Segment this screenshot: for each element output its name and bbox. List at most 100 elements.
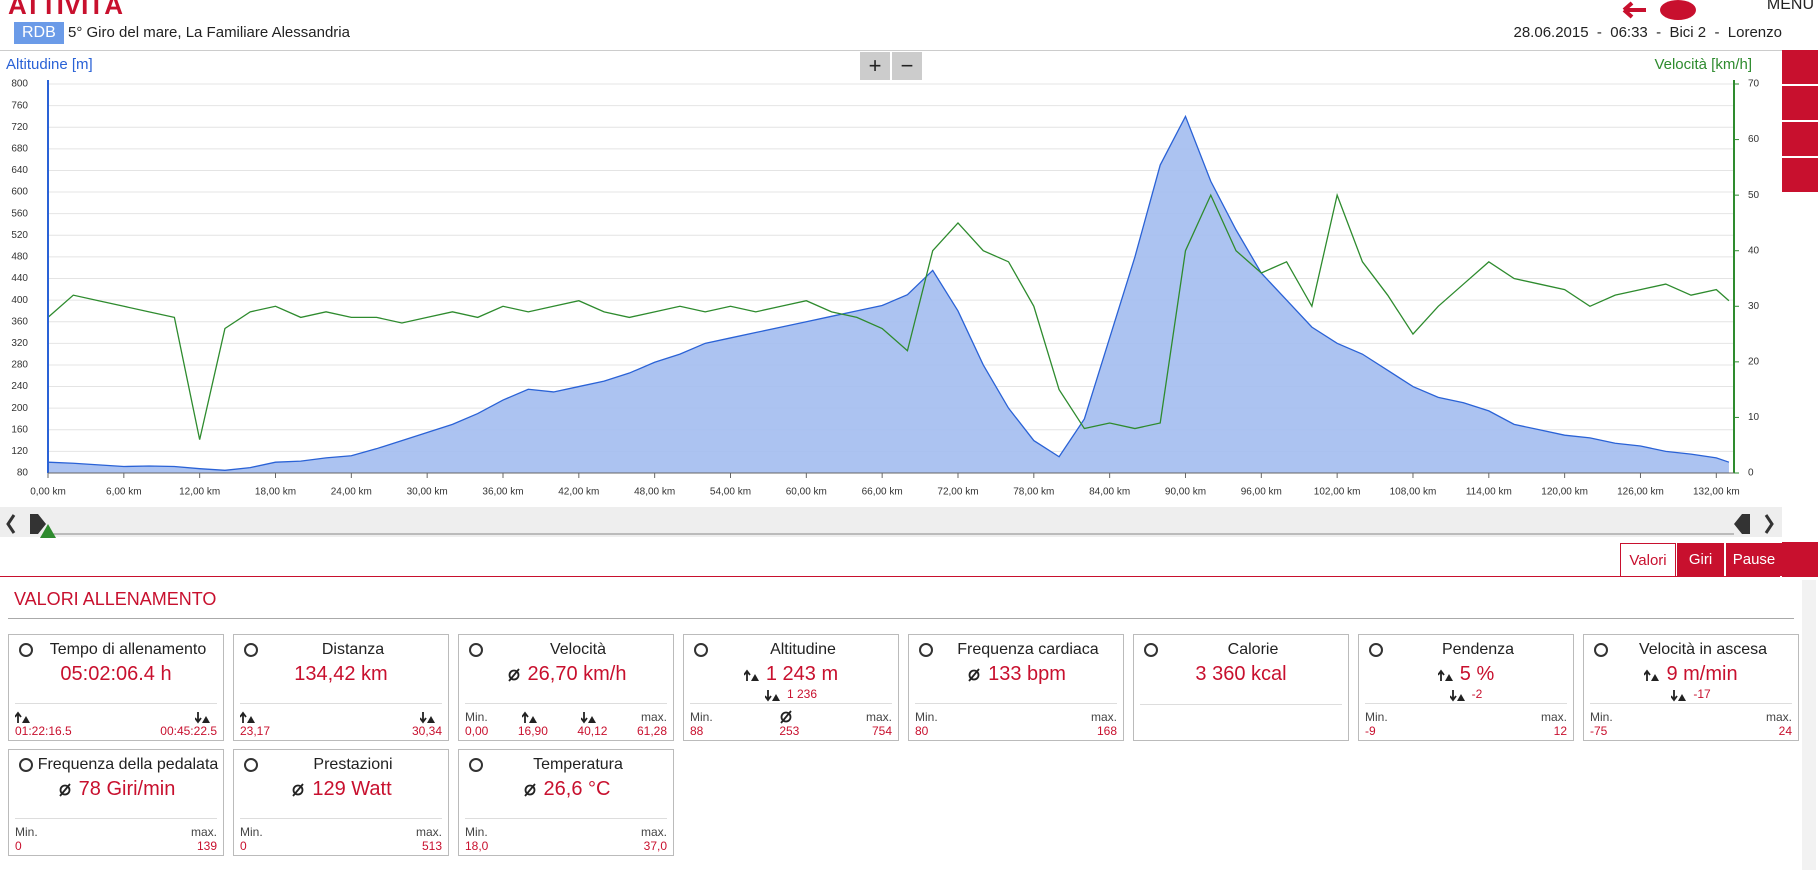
card-footer: Min. -75 max. 24 bbox=[1590, 703, 1792, 738]
x-tick-label: 84,00 km bbox=[1089, 487, 1130, 498]
x-tick-label: 60,00 km bbox=[786, 487, 827, 498]
y-tick-label: 200 bbox=[11, 403, 28, 414]
tab-menu[interactable] bbox=[1782, 542, 1818, 577]
footer-label: Min. bbox=[690, 710, 713, 724]
y-tick-label: 440 bbox=[11, 273, 28, 284]
card-main: 3 360 kcal bbox=[1134, 663, 1348, 686]
y2-tick-label: 20 bbox=[1748, 356, 1760, 367]
avg-icon bbox=[292, 783, 305, 797]
card-icon bbox=[1369, 643, 1383, 657]
y-tick-label: 120 bbox=[11, 446, 28, 457]
card-icon bbox=[469, 758, 483, 772]
y2-tick-label: 10 bbox=[1748, 412, 1760, 423]
left-series-label[interactable]: Altitudine [m] bbox=[6, 56, 93, 73]
card-title: Tempo di allenamento bbox=[49, 641, 207, 658]
card-secondary-value: -17 bbox=[1693, 687, 1711, 701]
card-main-value: 26,6 °C bbox=[543, 778, 611, 800]
footer-item: Min. -9 bbox=[1365, 708, 1388, 738]
footer-item: max. 37,0 bbox=[641, 823, 667, 853]
divider bbox=[0, 576, 1780, 577]
y2-tick-label: 0 bbox=[1748, 468, 1754, 479]
footer-value: 139 bbox=[196, 839, 217, 853]
footer-item: 253 bbox=[778, 708, 800, 738]
sport-badge: RDB bbox=[14, 22, 64, 44]
right-series-label[interactable]: Velocità [km/h] bbox=[1654, 56, 1752, 73]
footer-item: max. 12 bbox=[1541, 708, 1567, 738]
footer-item: 01:22:16.5 bbox=[15, 708, 72, 738]
up-icon bbox=[743, 669, 759, 681]
zoom-out[interactable]: − bbox=[892, 52, 922, 80]
y-tick-label: 320 bbox=[11, 338, 28, 349]
x-tick-label: 120,00 km bbox=[1541, 487, 1588, 498]
x-tick-label: 12,00 km bbox=[179, 487, 220, 498]
footer-label: max. bbox=[190, 825, 217, 839]
y2-tick-label: 40 bbox=[1748, 245, 1760, 256]
x-tick-label: 48,00 km bbox=[634, 487, 675, 498]
stat-card: Pendenza 5 % -2 Min. -9 max. 12 bbox=[1358, 634, 1574, 741]
page-title: ATTIVITÀ bbox=[8, 0, 124, 20]
up-icon bbox=[1437, 669, 1453, 681]
footer-value: 24 bbox=[1778, 724, 1792, 738]
x-tick-label: 24,00 km bbox=[331, 487, 372, 498]
stat-card: Tempo di allenamento 05:02:06.4 h 01:22:16… bbox=[8, 634, 224, 741]
up-icon bbox=[15, 711, 30, 723]
y-tick-label: 640 bbox=[11, 165, 28, 176]
footer-value: 16,90 bbox=[517, 724, 548, 738]
footer-item: Min. 0 bbox=[240, 823, 263, 853]
footer-item: 30,34 bbox=[412, 708, 442, 738]
footer-value: 37,0 bbox=[643, 839, 667, 853]
stat-card: Velocità in ascesa 9 m/min -17 Min. -75 max. 2… bbox=[1583, 634, 1799, 741]
card-footer: Min. 0 max. 513 bbox=[240, 818, 442, 853]
sidebar-chart[interactable] bbox=[1782, 86, 1818, 120]
card-footer: Min. 0 max. 139 bbox=[15, 818, 217, 853]
sidebar-list[interactable] bbox=[1782, 50, 1818, 84]
up-icon bbox=[1643, 669, 1660, 681]
footer-label: Min. bbox=[1590, 710, 1613, 724]
x-tick-label: 102,00 km bbox=[1314, 487, 1361, 498]
stat-card: Frequenza della pedalata 78 Giri/min Min. 0… bbox=[8, 749, 224, 856]
y-tick-label: 360 bbox=[11, 316, 28, 327]
sidebar-bars[interactable] bbox=[1782, 158, 1818, 192]
y-tick-label: 520 bbox=[11, 230, 28, 241]
scrollbar[interactable] bbox=[1802, 580, 1816, 870]
footer-label: max. bbox=[640, 825, 667, 839]
card-footer: Min. 80 max. 168 bbox=[915, 703, 1117, 738]
footer-item: max. 754 bbox=[866, 708, 892, 738]
header-icons[interactable] bbox=[1618, 0, 1698, 22]
card-main: 78 Giri/min bbox=[9, 778, 223, 801]
footer-item: max. 513 bbox=[416, 823, 442, 853]
zoom-in[interactable]: + bbox=[860, 52, 890, 80]
footer-label: max. bbox=[1540, 710, 1567, 724]
down-icon bbox=[195, 712, 210, 724]
down-icon bbox=[420, 712, 435, 724]
card-main-value: 26,70 km/h bbox=[527, 663, 627, 685]
card-main: 05:02:06.4 h bbox=[9, 663, 223, 686]
card-footer: Min. -9 max. 12 bbox=[1365, 703, 1567, 738]
footer-label: Min. bbox=[1365, 710, 1388, 724]
tab[interactable]: Valori bbox=[1620, 543, 1676, 576]
footer-label: max. bbox=[1765, 710, 1792, 724]
tab[interactable]: Giri bbox=[1677, 543, 1724, 576]
card-main-value: 134,42 km bbox=[294, 663, 388, 685]
speed-line bbox=[47, 192, 1730, 440]
sidebar-avg[interactable] bbox=[1782, 122, 1818, 156]
card-title: Prestazioni bbox=[313, 756, 393, 773]
footer-value: 754 bbox=[871, 724, 892, 738]
card-secondary: -17 bbox=[1584, 687, 1798, 702]
y-tick-label: 480 bbox=[11, 252, 28, 263]
range-slider[interactable] bbox=[0, 507, 1782, 538]
tab[interactable]: Pause bbox=[1726, 543, 1782, 576]
card-main: 5 % bbox=[1359, 663, 1573, 686]
footer-value: 0,00 bbox=[465, 724, 489, 738]
menu-button[interactable]: MENU bbox=[1766, 0, 1814, 13]
x-tick-label: 66,00 km bbox=[862, 487, 903, 498]
footer-value: -75 bbox=[1590, 724, 1608, 738]
stat-card: Velocità 26,70 km/h Min. 0,00 16,90 40,12 max.… bbox=[458, 634, 674, 741]
avg-icon bbox=[968, 668, 980, 682]
card-footer: 01:22:16.5 00:45:22.5 bbox=[15, 703, 217, 738]
card-icon bbox=[1594, 643, 1608, 657]
avg-icon bbox=[58, 783, 71, 797]
x-tick-label: 90,00 km bbox=[1165, 487, 1206, 498]
footer-item: max. 139 bbox=[191, 823, 217, 853]
footer-value: 30,34 bbox=[411, 724, 442, 738]
